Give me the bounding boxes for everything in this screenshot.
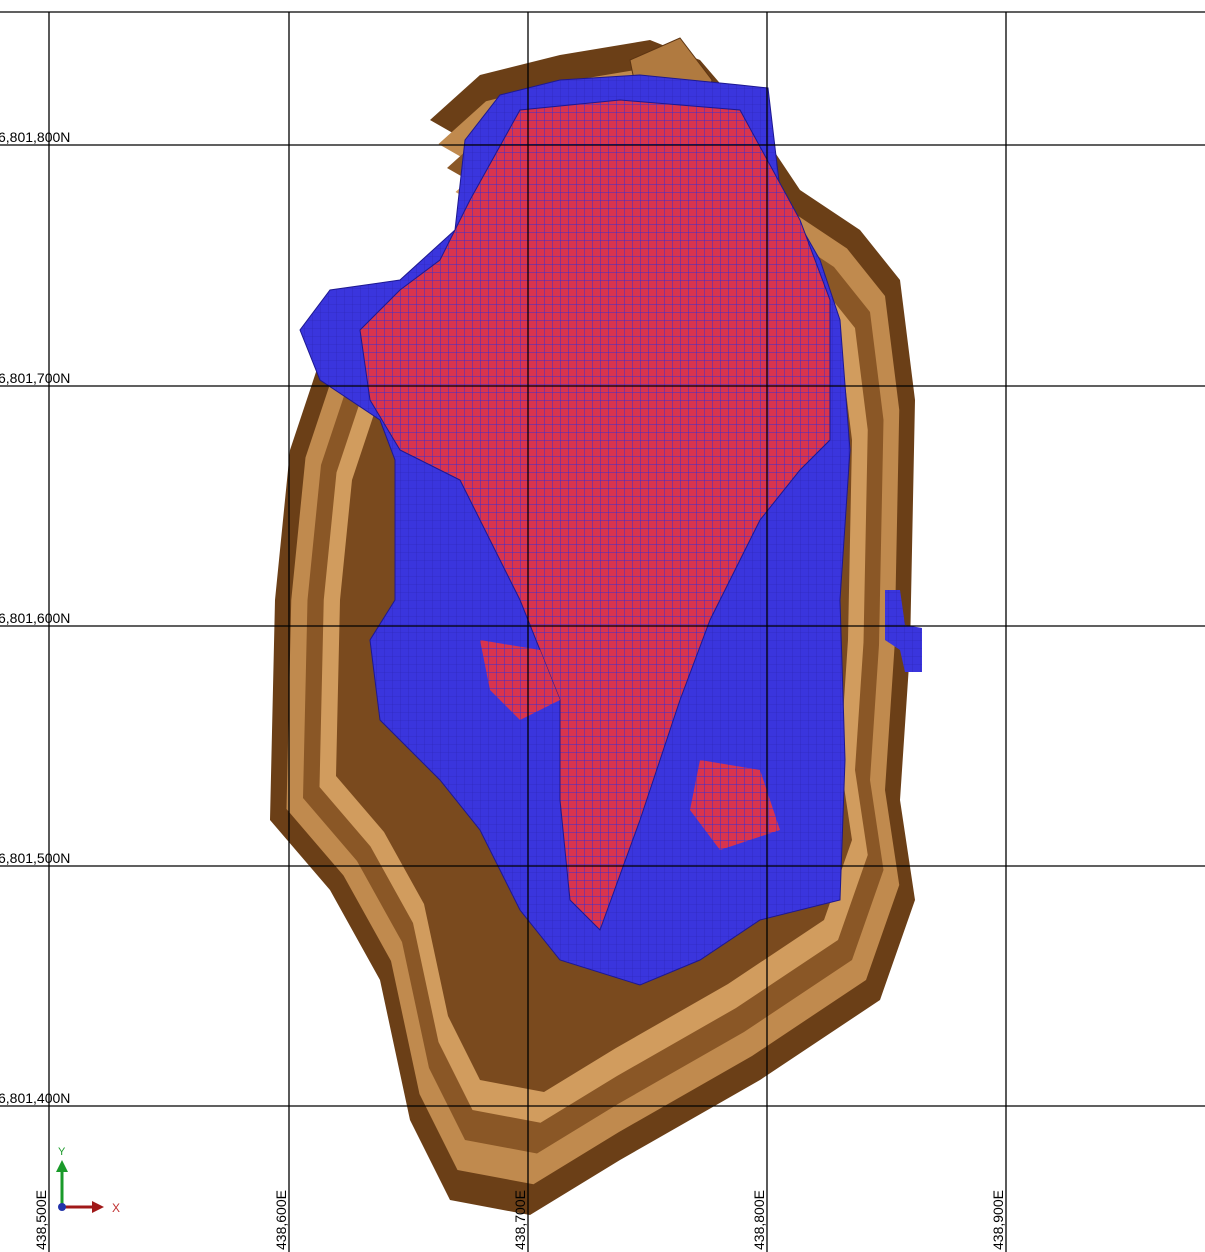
northing-label: 6,801,500N [0, 850, 70, 866]
block-model-high [359, 99, 831, 931]
grid [0, 11, 1205, 1252]
easting-label: 438,700E [512, 1190, 528, 1250]
x-axis-label: X [112, 1201, 120, 1215]
block-outlier [885, 590, 922, 672]
northing-label: 6,801,600N [0, 610, 70, 626]
northing-label: 6,801,400N [0, 1090, 70, 1106]
y-axis-label: Y [58, 1146, 66, 1158]
origin [58, 1203, 66, 1211]
northing-label: 6,801,800N [0, 129, 70, 145]
y-arrow-head [56, 1160, 68, 1172]
block-model-high [480, 640, 560, 720]
easting-label: 438,500E [33, 1190, 49, 1250]
easting-label: 438,800E [751, 1190, 767, 1250]
northing-label: 6,801,700N [0, 370, 70, 386]
block-model-high [690, 760, 780, 850]
labels: 6,801,800N 6,801,700N 6,801,600N 6,801,5… [0, 129, 1006, 1250]
axis-indicator: Y X [56, 1146, 120, 1215]
x-arrow-head [92, 1201, 104, 1213]
pit-shells [270, 37, 922, 1215]
easting-label: 438,600E [273, 1190, 289, 1250]
easting-label: 438,900E [990, 1190, 1006, 1250]
